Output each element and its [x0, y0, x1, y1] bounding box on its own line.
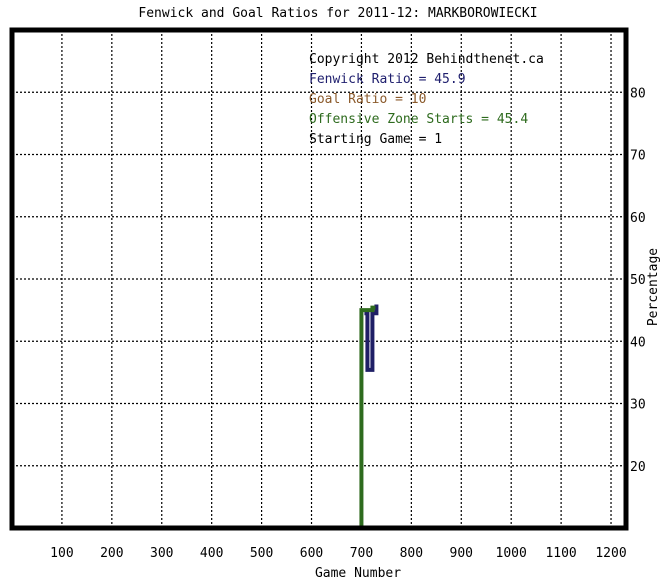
series-line	[359, 305, 376, 528]
x-tick-label: 1000	[496, 546, 527, 561]
x-tick-label: 900	[450, 546, 473, 561]
y-tick-label: 60	[630, 211, 646, 226]
x-tick-label: 1200	[595, 546, 626, 561]
x-tick-labels: 100 200 300 400 500 600 700 800 900 1000 1100 1200	[50, 546, 627, 561]
legend-entry: Starting Game = 1	[309, 132, 442, 147]
legend: Copyright 2012 Behindthenet.ca Fenwick Ra…	[309, 52, 544, 147]
y-tick-labels: 20 30 40 50 60 70 80	[630, 86, 646, 475]
x-axis-label: Game Number	[315, 566, 401, 580]
x-tick-label: 600	[300, 546, 323, 561]
plot-area	[12, 30, 626, 528]
y-tick-label: 40	[630, 335, 646, 350]
y-tick-label: 70	[630, 149, 646, 164]
y-tick-label: 30	[630, 398, 646, 413]
y-tick-label: 80	[630, 86, 646, 101]
plot-frame	[9, 27, 629, 531]
legend-entry: Offensive Zone Starts = 45.4	[309, 112, 528, 127]
grid	[12, 30, 626, 528]
series-layer	[359, 304, 379, 528]
x-tick-label: 100	[50, 546, 73, 561]
x-tick-label: 400	[200, 546, 223, 561]
legend-entry: Fenwick Ratio = 45.9	[309, 72, 466, 87]
y-tick-label: 50	[630, 273, 646, 288]
x-tick-label: 700	[350, 546, 373, 561]
x-tick-label: 300	[150, 546, 173, 561]
x-tick-label: 200	[100, 546, 123, 561]
series-line	[364, 304, 379, 372]
x-tick-label: 800	[400, 546, 423, 561]
legend-entry: Copyright 2012 Behindthenet.ca	[309, 52, 544, 67]
legend-entry: Goal Ratio = 10	[309, 92, 426, 107]
chart-title: Fenwick and Goal Ratios for 2011-12: MAR…	[138, 6, 537, 21]
x-tick-label: 1100	[545, 546, 576, 561]
x-tick-label: 500	[250, 546, 273, 561]
y-axis-label: Percentage	[646, 248, 661, 326]
y-tick-label: 20	[630, 460, 646, 475]
